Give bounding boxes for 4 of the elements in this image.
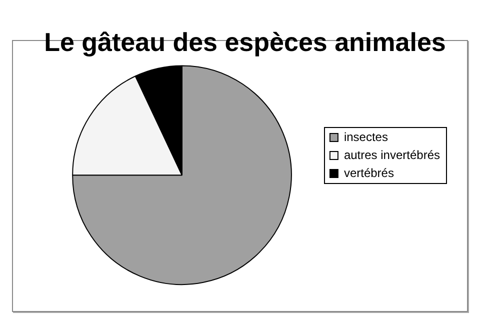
chart-title: Le gâteau des espèces animales	[44, 26, 446, 57]
legend-label: insectes	[344, 130, 388, 144]
legend-label: vertébrés	[344, 166, 394, 180]
legend-label: autres invertébrés	[344, 148, 440, 162]
